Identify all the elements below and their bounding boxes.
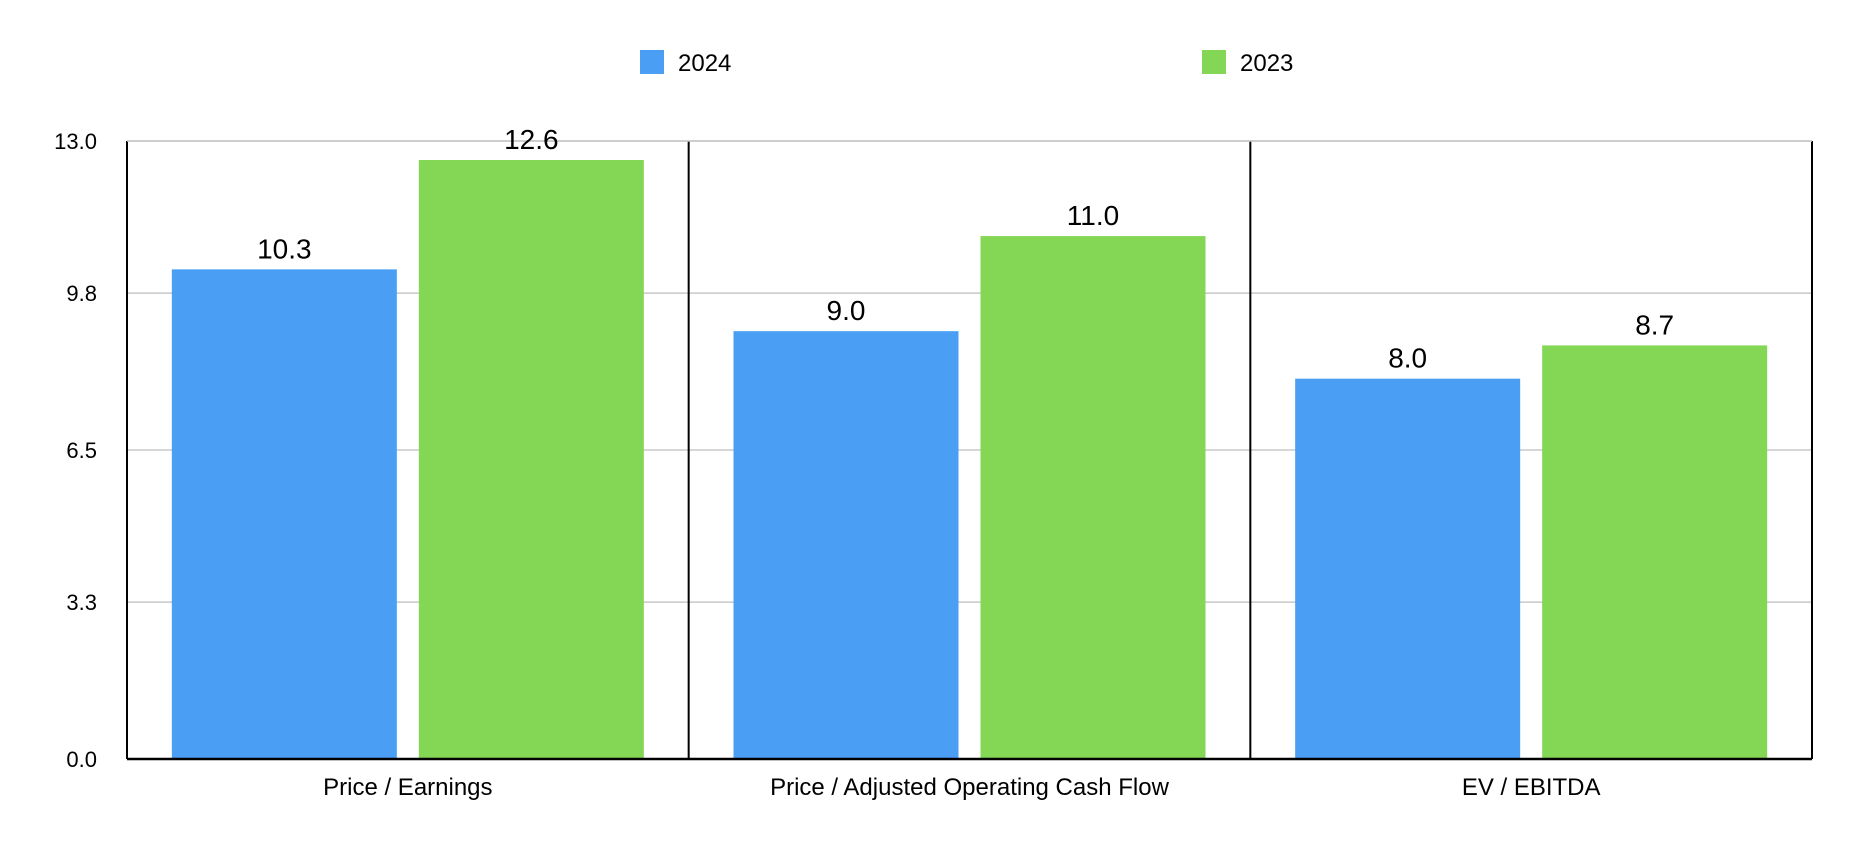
- axes: [126, 140, 1813, 761]
- category-labels: Price / Earnings Price / Adjusted Operati…: [323, 774, 1600, 801]
- data-label: 10.3: [257, 233, 312, 264]
- legend-label: 2024: [678, 50, 731, 77]
- data-labels: 10.3 12.6 9.0 11.0 8.0 8.7: [257, 124, 1674, 374]
- data-label: 9.0: [827, 295, 866, 326]
- x-category-label: EV / EBITDA: [1462, 774, 1601, 801]
- legend-item-2023: 2023: [1202, 50, 1293, 77]
- bar-2024-2: [1295, 378, 1521, 759]
- bars: [171, 160, 1768, 760]
- bar-2024-1: [733, 331, 959, 759]
- x-category-label: Price / Earnings: [323, 774, 492, 801]
- legend-swatch: [640, 50, 664, 74]
- bar-2024-0: [171, 269, 397, 759]
- data-label: 11.0: [1067, 200, 1119, 231]
- legend-item-2024: 2024: [640, 50, 731, 77]
- legend-label: 2023: [1240, 50, 1293, 77]
- data-label: 8.7: [1635, 309, 1674, 340]
- category-dividers: [687, 141, 1252, 759]
- y-tick-label: 0.0: [66, 747, 97, 772]
- data-label: 8.0: [1388, 343, 1427, 374]
- x-category-label: Price / Adjusted Operating Cash Flow: [770, 774, 1170, 801]
- y-tick-label: 3.3: [66, 590, 97, 615]
- bar-2023-0: [418, 160, 644, 759]
- legend: 2024 2023: [640, 50, 1293, 77]
- y-tick-label: 6.5: [66, 438, 97, 463]
- bar-2023-1: [980, 236, 1206, 760]
- bar-2023-2: [1542, 345, 1768, 759]
- y-tick-label: 13.0: [54, 129, 97, 154]
- data-label: 12.6: [504, 124, 559, 155]
- legend-swatch: [1202, 50, 1226, 74]
- y-tick-label: 9.8: [66, 281, 97, 306]
- y-tick-labels: 0.0 3.3 6.5 9.8 13.0: [54, 129, 97, 772]
